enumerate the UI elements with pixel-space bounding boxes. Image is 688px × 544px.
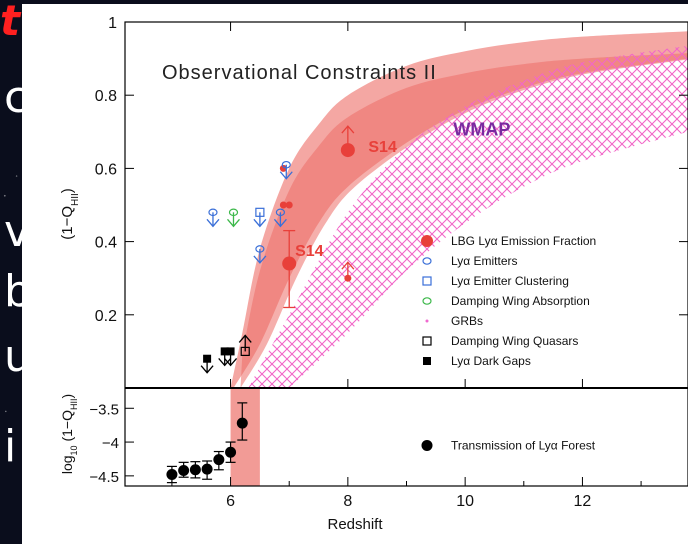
data-point xyxy=(255,245,265,253)
legend-marker xyxy=(422,257,432,265)
legend-marker xyxy=(422,297,432,305)
y-tick-label-bottom: −4 xyxy=(102,435,119,452)
legend-marker xyxy=(421,235,433,247)
y-axis-title-bottom-sub: HII xyxy=(69,399,79,411)
limit-arrowhead xyxy=(253,255,267,264)
y-axis-title-bottom: log10 (1−QHII) xyxy=(59,394,79,474)
x-tick-label: 10 xyxy=(456,493,474,510)
legend-label: Lyα Emitters xyxy=(451,254,518,268)
limit-arrowhead xyxy=(224,357,238,367)
limit-arrowhead xyxy=(218,357,232,367)
data-point xyxy=(226,347,235,356)
limit-arrowhead xyxy=(273,218,287,228)
limit-arrowhead xyxy=(206,218,220,228)
limit-arrowhead xyxy=(238,334,252,343)
data-point xyxy=(340,143,355,158)
x-tick-label: 6 xyxy=(226,493,235,510)
limit-arrowhead xyxy=(227,218,240,228)
legend-marker xyxy=(422,336,432,346)
data-point xyxy=(275,208,286,217)
legend-label: Lyα Dark Gaps xyxy=(451,354,531,368)
wmap-label: WMAP xyxy=(453,119,510,139)
legend-marker xyxy=(423,357,431,365)
y-tick-label-bottom: −3.5 xyxy=(89,401,119,418)
reionization-band xyxy=(230,388,260,486)
y-axis-title-bottom-close: ) xyxy=(59,394,75,399)
legend-label: LBG Lyα Emission Fraction xyxy=(451,234,596,248)
forest-point xyxy=(178,464,190,476)
left-text-fragment-5: i xyxy=(4,421,17,472)
forest-point xyxy=(201,463,213,475)
legend-label: GRBs xyxy=(451,314,483,328)
legend-marker xyxy=(422,276,432,286)
data-point xyxy=(240,346,250,356)
data-point xyxy=(279,164,287,172)
y-axis-title-top-close: ) xyxy=(59,188,76,193)
data-point xyxy=(285,201,293,209)
y-axis-title-top-sub: HII xyxy=(70,193,81,206)
limit-arrowhead xyxy=(279,171,293,180)
y-axis-title-bottom-rest: (1−Q xyxy=(59,410,75,446)
star xyxy=(5,410,7,413)
data-point xyxy=(344,274,352,282)
legend-marker xyxy=(425,319,429,323)
forest-point xyxy=(225,446,237,458)
data-point xyxy=(228,208,239,217)
star xyxy=(15,175,18,177)
data-point xyxy=(279,201,287,209)
y-axis-title-top-main: (1−Q xyxy=(59,206,76,240)
lbg-band-core xyxy=(240,53,688,388)
data-point xyxy=(208,208,218,217)
y-axis-title-top: (1−QHII) xyxy=(59,188,81,240)
legend-label: Lyα Emitter Clustering xyxy=(451,274,569,288)
data-point xyxy=(220,347,229,356)
y-tick-label: 0.8 xyxy=(95,88,117,105)
y-axis-title-bottom-sub10: 10 xyxy=(69,445,79,455)
limit-arrowhead xyxy=(341,261,355,270)
limit-arrowhead xyxy=(200,365,214,374)
x-tick-label: 12 xyxy=(574,493,592,510)
x-axis-title: Redshift xyxy=(327,516,383,533)
forest-point xyxy=(166,469,178,481)
y-tick-label-bottom: −4.5 xyxy=(89,469,119,486)
wmap-band xyxy=(248,45,688,388)
s14-label: S14 xyxy=(368,139,397,156)
limit-arrowhead xyxy=(341,125,355,134)
x-tick-label: 8 xyxy=(343,493,352,510)
forest-point xyxy=(213,454,225,466)
legend-label: Damping Wing Absorption xyxy=(451,294,590,308)
y-axis-title-bottom-log: log xyxy=(59,455,75,474)
legend-marker-bottom xyxy=(421,439,433,451)
y-tick-label: 0.4 xyxy=(95,235,117,252)
y-tick-label: 1 xyxy=(108,15,117,32)
forest-point xyxy=(189,464,201,476)
chart-panel: 6 8 10 12 0.2 0.4 0.6 0.8 1 −3.5 −4 −4.5 WMAP S14 S14… xyxy=(22,4,688,544)
y-tick-label: 0.2 xyxy=(95,308,117,325)
s14-label: S14 xyxy=(295,243,324,260)
data-point xyxy=(281,160,291,169)
limit-arrowhead xyxy=(253,218,267,228)
reionization-chart: 6 8 10 12 0.2 0.4 0.6 0.8 1 −3.5 −4 −4.5 WMAP S14 S14… xyxy=(59,15,688,533)
slide-title-fragment: t xyxy=(0,0,21,45)
legend-label-bottom: Transmission of Lyα Forest xyxy=(451,438,596,452)
star xyxy=(3,194,6,197)
y-tick-label: 0.6 xyxy=(95,161,117,178)
data-point xyxy=(203,354,212,363)
data-point xyxy=(282,256,297,271)
chart-title: Observational Constraints II xyxy=(162,62,437,84)
data-point xyxy=(255,207,265,217)
forest-point xyxy=(236,417,248,429)
legend-label: Damping Wing Quasars xyxy=(451,334,578,348)
